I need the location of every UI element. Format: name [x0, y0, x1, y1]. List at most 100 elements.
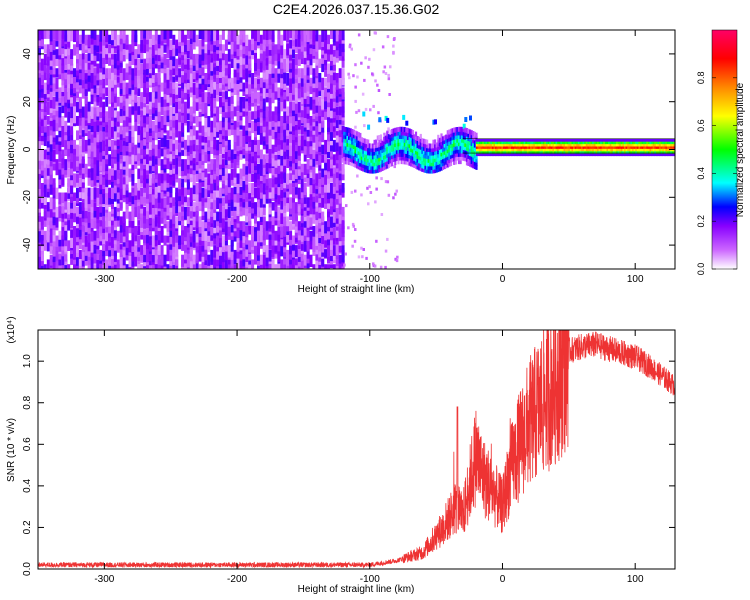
heatmap-cell	[354, 99, 357, 103]
heatmap-cell	[395, 134, 398, 140]
heatmap-cell	[321, 235, 325, 245]
heatmap-cell	[245, 211, 249, 223]
heatmap-cell	[283, 58, 287, 69]
heatmap-cell	[303, 149, 307, 162]
heatmap-cell	[40, 149, 44, 162]
heatmap-cell	[356, 145, 359, 151]
heatmap-cell	[38, 245, 41, 257]
heatmap-cell	[204, 197, 208, 208]
heatmap-cell	[178, 87, 182, 98]
heatmap-cell	[172, 202, 176, 215]
heatmap-cell	[151, 173, 155, 184]
heatmap-cell	[84, 197, 88, 208]
heatmap-cell	[224, 221, 228, 234]
heatmap-cell	[335, 130, 339, 143]
heatmap-cell	[251, 173, 255, 182]
heatmap-cell	[137, 235, 141, 248]
heatmap-cell	[143, 144, 147, 157]
heatmap-cell	[140, 187, 144, 197]
heatmap-cell	[459, 148, 462, 154]
heatmap-cell	[315, 192, 319, 203]
heatmap-cell	[207, 197, 211, 209]
heatmap-cell	[184, 144, 187, 157]
heatmap-cell	[327, 230, 330, 240]
heatmap-cell	[184, 249, 187, 260]
heatmap-cell	[473, 160, 476, 166]
heatmap-cell	[499, 148, 502, 152]
heatmap-cell	[93, 154, 97, 165]
heatmap-cell	[367, 139, 370, 145]
heatmap-cell	[462, 141, 465, 147]
heatmap-cell	[169, 125, 173, 137]
heatmap-cell	[367, 146, 370, 152]
heatmap-cell	[297, 163, 301, 176]
heatmap-cell	[143, 249, 147, 263]
heatmap-cell	[146, 144, 149, 155]
heatmap-cell	[271, 183, 275, 195]
heatmap-cell	[166, 111, 170, 123]
heatmap-cell	[230, 187, 234, 200]
heatmap-cell	[315, 87, 319, 98]
heatmap-cell	[300, 68, 304, 79]
heatmap-cell	[163, 30, 167, 40]
heatmap-cell	[105, 192, 109, 205]
heatmap-cell	[324, 106, 328, 118]
heatmap-cell	[277, 135, 281, 145]
heatmap-cell	[137, 202, 141, 214]
heatmap-cell	[198, 264, 202, 269]
heatmap-cell	[465, 156, 469, 162]
heatmap-cell	[224, 53, 228, 66]
heatmap-cell	[475, 145, 479, 149]
heatmap-cell	[239, 96, 243, 109]
heatmap-cell	[434, 153, 437, 159]
heatmap-cell	[93, 187, 97, 199]
heatmap-cell	[389, 151, 392, 157]
heatmap-cell	[437, 159, 440, 165]
heatmap-cell	[198, 63, 202, 76]
heatmap-cell	[335, 77, 339, 90]
heatmap-cell	[148, 249, 152, 262]
heatmap-cell	[300, 82, 304, 92]
heatmap-cell	[470, 162, 473, 168]
heatmap-cell	[257, 154, 260, 164]
heatmap-cell	[178, 44, 182, 54]
heatmap-cell	[189, 135, 193, 146]
heatmap-cell	[230, 149, 234, 160]
heatmap-cell	[245, 197, 249, 209]
heatmap-cell	[383, 132, 386, 136]
heatmap-cell	[58, 206, 62, 218]
heatmap-cell	[102, 130, 106, 141]
heatmap-cell	[504, 153, 507, 157]
heatmap-cell	[289, 92, 293, 102]
heatmap-cell	[201, 144, 205, 155]
heatmap-cell	[137, 96, 141, 107]
heatmap-cell	[119, 58, 123, 68]
heatmap-cell	[78, 159, 82, 170]
heatmap-cell	[344, 144, 347, 150]
heatmap-cell	[359, 158, 362, 163]
heatmap-cell	[61, 245, 65, 257]
heatmap-cell	[280, 82, 284, 96]
heatmap-cell	[265, 130, 269, 143]
heatmap-cell	[402, 144, 405, 150]
heatmap-cell	[430, 168, 433, 174]
heatmap-cell	[102, 159, 106, 172]
heatmap-cell	[233, 120, 237, 130]
heatmap-cell	[184, 101, 187, 113]
heatmap-cell	[479, 153, 482, 157]
heatmap-cell	[354, 228, 357, 231]
heatmap-cell	[233, 159, 237, 170]
heatmap-cell	[201, 211, 205, 221]
heatmap-cell	[384, 160, 387, 166]
heatmap-cell	[449, 146, 453, 152]
heatmap-cell	[335, 254, 339, 266]
heatmap-cell	[178, 192, 182, 202]
heatmap-cell	[245, 226, 249, 238]
heatmap-cell	[160, 168, 164, 181]
heatmap-cell	[312, 30, 316, 42]
heatmap-cell	[58, 249, 62, 260]
heatmap-cell	[363, 149, 367, 155]
heatmap-cell	[230, 254, 234, 267]
heatmap-cell	[352, 129, 355, 135]
heatmap-cell	[324, 87, 328, 97]
